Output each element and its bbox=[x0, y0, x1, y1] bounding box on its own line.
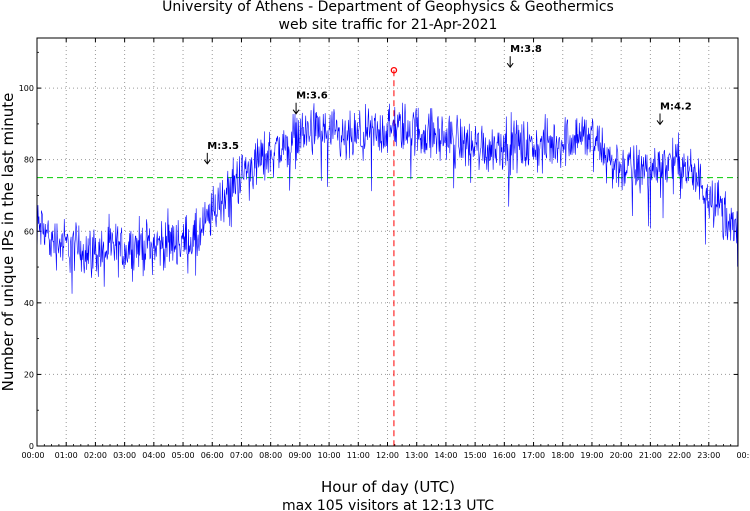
x-tick-label: 15:00 bbox=[464, 451, 487, 460]
x-tick-label: 12:00 bbox=[376, 451, 399, 460]
down-arrow-icon bbox=[203, 159, 211, 165]
x-tick-label: 07:00 bbox=[230, 451, 253, 460]
x-tick-label: 17:00 bbox=[522, 451, 545, 460]
x-tick-label: 14:00 bbox=[434, 451, 457, 460]
grid bbox=[37, 38, 738, 446]
chart-subtitle: web site traffic for 21-Apr-2021 bbox=[279, 17, 498, 33]
max-marker-dot bbox=[390, 66, 398, 74]
x-tick-label: 19:00 bbox=[580, 451, 603, 460]
x-tick-label: 22:00 bbox=[668, 451, 691, 460]
y-tick-label: 100 bbox=[19, 84, 34, 93]
x-tick-label: 01:00 bbox=[55, 451, 78, 460]
x-axis-label: Hour of day (UTC) bbox=[321, 478, 455, 496]
y-tick-label: 20 bbox=[24, 370, 34, 379]
annotation-label: M:3.8 bbox=[510, 44, 542, 55]
x-tick-label: 05:00 bbox=[172, 451, 195, 460]
max-visitors-note: max 105 visitors at 12:13 UTC bbox=[282, 498, 494, 511]
y-tick-label: 0 bbox=[29, 442, 34, 451]
x-tick-label: 11:00 bbox=[347, 451, 370, 460]
down-arrow-icon bbox=[656, 120, 664, 126]
x-tick-label: 00:00 bbox=[21, 451, 44, 460]
chart-title: University of Athens - Department of Geo… bbox=[162, 0, 614, 15]
x-tick-label: 20:00 bbox=[610, 451, 633, 460]
y-tick-label: 40 bbox=[24, 299, 34, 308]
plot-frame bbox=[36, 37, 739, 447]
annotation-marker: M:3.6 bbox=[292, 91, 328, 115]
annotation-label: M:4.2 bbox=[660, 101, 692, 112]
annotation-marker: M:3.8 bbox=[506, 44, 542, 69]
annotation-label: M:3.6 bbox=[296, 91, 328, 102]
x-tick-label: 16:00 bbox=[493, 451, 516, 460]
annotations: M:3.5 M:3.6 M:3.8 M:4.2 bbox=[203, 44, 692, 165]
down-arrow-icon bbox=[292, 109, 300, 115]
x-tick-label: 13:00 bbox=[405, 451, 428, 460]
x-tick-label: 10:00 bbox=[318, 451, 341, 460]
annotation-label: M:3.5 bbox=[207, 141, 239, 152]
x-tick-label: 21:00 bbox=[639, 451, 662, 460]
y-tick-label: 80 bbox=[24, 156, 34, 165]
x-tick-label: 04:00 bbox=[142, 451, 165, 460]
x-axis-ticks: 00:00 01:00 02:00 03:00 04:00 05:00 06:00 07:00… bbox=[21, 38, 750, 460]
x-tick-label: 08:00 bbox=[259, 451, 282, 460]
down-arrow-icon bbox=[506, 62, 514, 69]
traffic-series-line bbox=[36, 102, 739, 294]
annotation-marker: M:4.2 bbox=[656, 101, 692, 126]
x-tick-label: 23:00 bbox=[697, 451, 720, 460]
x-tick-label: 06:00 bbox=[201, 451, 224, 460]
annotation-marker: M:3.5 bbox=[203, 141, 239, 165]
x-tick-label: 18:00 bbox=[551, 451, 574, 460]
x-tick-label: 09:00 bbox=[288, 451, 311, 460]
x-tick-label: 00:00 bbox=[736, 451, 750, 460]
y-tick-label: 60 bbox=[24, 227, 34, 236]
x-tick-label: 03:00 bbox=[113, 451, 136, 460]
x-tick-label: 02:00 bbox=[84, 451, 107, 460]
y-axis-label: Number of unique IPs in the last minute bbox=[0, 93, 17, 392]
